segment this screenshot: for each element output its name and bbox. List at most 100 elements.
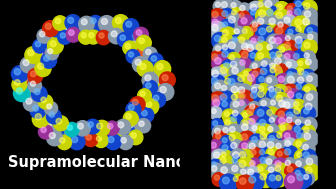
Circle shape: [255, 164, 269, 178]
Circle shape: [294, 171, 311, 188]
Circle shape: [287, 167, 293, 172]
Circle shape: [259, 119, 266, 126]
Circle shape: [219, 48, 236, 65]
Circle shape: [160, 87, 166, 93]
Circle shape: [28, 69, 43, 83]
Circle shape: [224, 112, 229, 116]
Circle shape: [259, 58, 274, 73]
Circle shape: [239, 37, 245, 43]
Circle shape: [222, 51, 228, 57]
Circle shape: [32, 86, 47, 101]
Circle shape: [79, 16, 94, 32]
Circle shape: [221, 167, 227, 174]
Circle shape: [264, 107, 280, 122]
Circle shape: [91, 18, 96, 24]
Circle shape: [33, 48, 51, 66]
Circle shape: [229, 126, 235, 132]
Circle shape: [222, 101, 227, 107]
Circle shape: [210, 119, 224, 132]
Circle shape: [234, 29, 239, 34]
Circle shape: [162, 75, 168, 81]
Circle shape: [250, 53, 255, 58]
Circle shape: [230, 35, 243, 48]
Circle shape: [282, 15, 297, 30]
Circle shape: [108, 123, 113, 129]
Circle shape: [44, 31, 59, 46]
Circle shape: [227, 52, 241, 66]
Circle shape: [305, 59, 311, 65]
Circle shape: [228, 83, 246, 101]
Circle shape: [256, 124, 272, 139]
Circle shape: [282, 146, 298, 163]
Circle shape: [136, 35, 151, 50]
Circle shape: [269, 37, 276, 43]
Circle shape: [33, 105, 39, 111]
Circle shape: [305, 32, 319, 46]
Circle shape: [213, 121, 218, 126]
Circle shape: [126, 21, 132, 27]
Circle shape: [264, 42, 279, 56]
Circle shape: [251, 10, 255, 15]
Circle shape: [282, 138, 297, 153]
Circle shape: [221, 152, 226, 157]
Circle shape: [24, 96, 39, 111]
Circle shape: [214, 152, 220, 158]
Circle shape: [250, 92, 257, 98]
Circle shape: [294, 126, 300, 132]
Circle shape: [276, 20, 289, 33]
Circle shape: [264, 76, 278, 88]
Circle shape: [285, 4, 298, 17]
Circle shape: [256, 117, 274, 134]
Circle shape: [118, 20, 136, 39]
Circle shape: [244, 41, 262, 60]
Circle shape: [251, 150, 256, 155]
Circle shape: [208, 75, 226, 92]
Circle shape: [267, 65, 282, 79]
Circle shape: [252, 71, 258, 77]
Circle shape: [259, 10, 266, 17]
Circle shape: [138, 89, 151, 102]
Circle shape: [151, 56, 157, 61]
Circle shape: [302, 100, 320, 118]
Circle shape: [267, 61, 282, 75]
Circle shape: [247, 101, 261, 115]
Circle shape: [208, 163, 224, 178]
Circle shape: [134, 47, 151, 64]
Circle shape: [287, 112, 293, 118]
Circle shape: [232, 158, 238, 163]
Circle shape: [222, 117, 237, 131]
Circle shape: [308, 34, 313, 40]
Circle shape: [212, 80, 228, 96]
Circle shape: [301, 69, 315, 83]
Circle shape: [47, 38, 63, 54]
Circle shape: [249, 119, 255, 125]
Circle shape: [211, 78, 218, 84]
Circle shape: [256, 25, 274, 43]
Circle shape: [295, 170, 300, 175]
Circle shape: [275, 131, 288, 144]
Circle shape: [267, 9, 273, 15]
Circle shape: [212, 70, 218, 77]
Circle shape: [257, 109, 264, 116]
Circle shape: [215, 2, 220, 7]
Circle shape: [41, 127, 46, 132]
Circle shape: [304, 108, 309, 114]
Circle shape: [229, 8, 243, 21]
Circle shape: [260, 68, 267, 75]
Circle shape: [266, 87, 285, 106]
Circle shape: [295, 19, 302, 26]
Circle shape: [57, 135, 72, 150]
Circle shape: [229, 0, 242, 14]
Circle shape: [227, 124, 242, 139]
Circle shape: [126, 102, 141, 117]
Circle shape: [145, 83, 151, 88]
Circle shape: [297, 68, 304, 75]
Circle shape: [228, 42, 235, 49]
Circle shape: [286, 27, 299, 40]
Circle shape: [78, 123, 83, 129]
Circle shape: [140, 64, 146, 70]
Circle shape: [268, 98, 281, 111]
Circle shape: [252, 137, 257, 143]
Circle shape: [276, 12, 283, 19]
Circle shape: [222, 109, 235, 122]
